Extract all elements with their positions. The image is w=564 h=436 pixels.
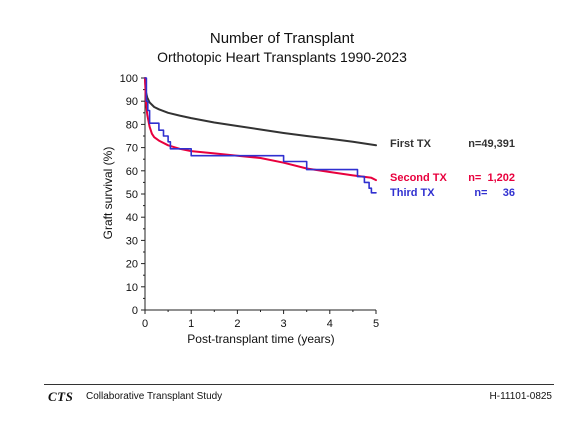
legend-count-third-tx: n= 36 [474, 187, 515, 199]
y-tick-label: 70 [126, 143, 138, 155]
x-tick-label: 5 [373, 318, 379, 330]
y-tick-label: 80 [126, 119, 138, 131]
legend-name-third-tx: Third TX [390, 187, 435, 199]
footer-divider [44, 384, 554, 385]
legend-count-second-tx: n= 1,202 [468, 172, 515, 184]
y-tick-label: 90 [126, 96, 138, 108]
legend-count-first-tx: n=49,391 [468, 138, 515, 150]
footer-code: H-11101-0825 [489, 391, 552, 402]
x-tick-label: 2 [234, 318, 240, 330]
y-tick-label: 10 [126, 282, 138, 294]
legend-name-first-tx: First TX [390, 138, 432, 150]
x-axis-label: Post-transplant time (years) [187, 332, 334, 346]
x-tick-label: 0 [142, 318, 148, 330]
footer-organization: Collaborative Transplant Study [86, 391, 223, 402]
y-tick-label: 60 [126, 166, 138, 178]
y-tick-label: 0 [132, 305, 138, 317]
y-tick-label: 20 [126, 259, 138, 271]
x-tick-label: 4 [327, 318, 333, 330]
x-tick-label: 1 [188, 318, 194, 330]
legend-name-second-tx: Second TX [390, 172, 448, 184]
series-line-first-tx [144, 77, 377, 147]
y-tick-label: 30 [126, 235, 138, 247]
y-axis-label: Graft survival (%) [101, 147, 115, 240]
series-line-third-tx [144, 77, 377, 194]
x-tick-label: 3 [281, 318, 287, 330]
y-tick-label: 100 [120, 73, 138, 85]
y-tick-label: 50 [126, 189, 138, 201]
chart-title: Number of Transplant [209, 30, 355, 47]
survival-chart: 0 10 20 30 40 50 60 70 80 90 100 0 1 2 3 4 5 First TX n=4… [101, 73, 515, 346]
cts-logo: CTS [48, 389, 74, 404]
chart-subtitle: Orthotopic Heart Transplants 1990-2023 [157, 49, 407, 65]
y-tick-label: 40 [126, 212, 138, 224]
